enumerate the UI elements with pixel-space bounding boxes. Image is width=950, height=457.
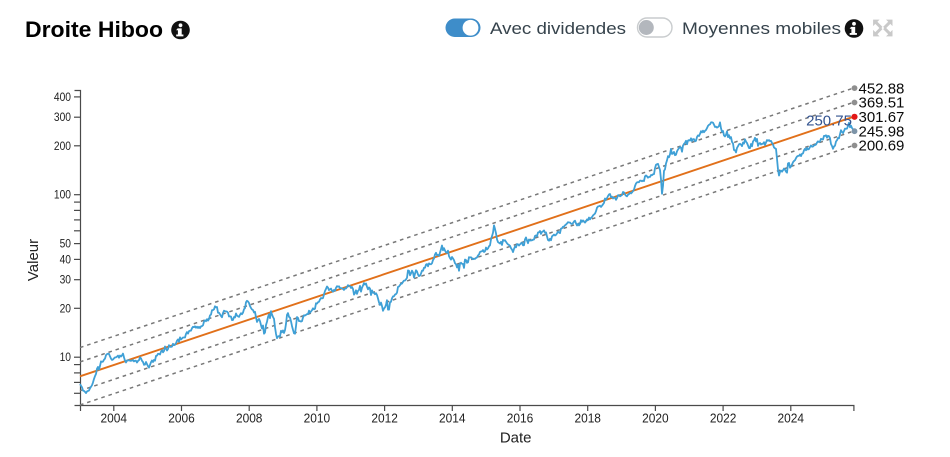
svg-text:20: 20 — [60, 303, 71, 315]
svg-text:369.51: 369.51 — [859, 95, 905, 112]
svg-text:200: 200 — [54, 141, 71, 153]
svg-text:Avec dividendes: Avec dividendes — [490, 19, 626, 38]
svg-text:400: 400 — [54, 92, 71, 104]
svg-text:Date: Date — [500, 430, 532, 447]
svg-text:2018: 2018 — [574, 411, 601, 426]
svg-text:2014: 2014 — [439, 411, 466, 426]
svg-text:301.67: 301.67 — [859, 109, 905, 126]
svg-text:200.69: 200.69 — [859, 138, 905, 155]
svg-text:Droite Hiboo: Droite Hiboo — [25, 17, 163, 42]
svg-text:250.75: 250.75 — [806, 113, 852, 130]
svg-text:100: 100 — [54, 190, 71, 202]
svg-text:2024: 2024 — [778, 411, 805, 426]
svg-text:30: 30 — [60, 275, 71, 287]
svg-text:2016: 2016 — [507, 411, 534, 426]
svg-text:2010: 2010 — [304, 411, 331, 426]
svg-text:10: 10 — [60, 352, 71, 364]
svg-text:2004: 2004 — [101, 411, 128, 426]
svg-text:245.98: 245.98 — [859, 123, 905, 140]
svg-text:2020: 2020 — [642, 411, 669, 426]
svg-text:2012: 2012 — [371, 411, 398, 426]
svg-text:40: 40 — [60, 254, 71, 266]
svg-text:2006: 2006 — [168, 411, 195, 426]
svg-text:Valeur: Valeur — [25, 239, 42, 281]
svg-text:50: 50 — [60, 239, 71, 251]
svg-text:452.88: 452.88 — [859, 80, 905, 97]
svg-text:300: 300 — [54, 112, 71, 124]
svg-text:2008: 2008 — [236, 411, 263, 426]
svg-text:2022: 2022 — [710, 411, 737, 426]
svg-text:Moyennes mobiles: Moyennes mobiles — [682, 19, 841, 38]
